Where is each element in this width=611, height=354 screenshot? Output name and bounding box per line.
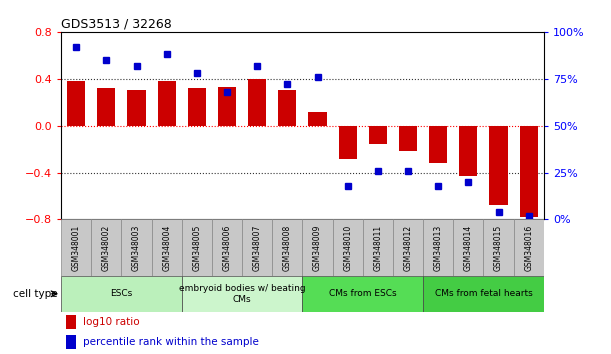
Bar [122, 219, 152, 276]
Bar [128, 91, 145, 126]
Bar [67, 81, 86, 126]
Text: GSM348016: GSM348016 [524, 225, 533, 271]
Text: GSM348006: GSM348006 [222, 224, 232, 271]
Bar [429, 126, 447, 163]
Text: GSM348010: GSM348010 [343, 225, 352, 271]
Bar [212, 219, 242, 276]
Bar [489, 126, 508, 205]
Bar [273, 219, 302, 276]
Text: log10 ratio: log10 ratio [83, 318, 139, 327]
Bar [309, 112, 326, 126]
Bar [459, 126, 477, 176]
Text: GSM348007: GSM348007 [253, 224, 262, 271]
Text: GSM348008: GSM348008 [283, 225, 292, 271]
Bar [453, 219, 483, 276]
Text: GSM348012: GSM348012 [403, 225, 412, 271]
Bar [423, 219, 453, 276]
Bar [248, 79, 266, 126]
Text: GDS3513 / 32268: GDS3513 / 32268 [61, 18, 172, 31]
Text: GSM348002: GSM348002 [102, 225, 111, 271]
Text: GSM348014: GSM348014 [464, 225, 473, 271]
Bar [363, 219, 393, 276]
Bar [182, 276, 302, 312]
Text: GSM348011: GSM348011 [373, 225, 382, 271]
Text: ESCs: ESCs [111, 289, 133, 298]
Bar [61, 219, 91, 276]
Bar [242, 219, 273, 276]
Text: embryoid bodies w/ beating
CMs: embryoid bodies w/ beating CMs [179, 284, 306, 303]
Text: GSM348015: GSM348015 [494, 225, 503, 271]
Text: percentile rank within the sample: percentile rank within the sample [83, 337, 258, 347]
Text: CMs from ESCs: CMs from ESCs [329, 289, 397, 298]
Text: GSM348001: GSM348001 [71, 225, 81, 271]
Bar [423, 276, 544, 312]
Bar [66, 335, 76, 348]
Text: GSM348009: GSM348009 [313, 224, 322, 271]
Text: cell type: cell type [13, 289, 58, 299]
Bar [66, 315, 76, 329]
Text: GSM348004: GSM348004 [162, 224, 171, 271]
Bar [338, 126, 357, 159]
Bar [399, 126, 417, 152]
Bar [91, 219, 122, 276]
Bar [158, 81, 176, 126]
Text: CMs from fetal hearts: CMs from fetal hearts [434, 289, 532, 298]
Bar [152, 219, 182, 276]
Bar [519, 126, 538, 217]
Bar [483, 219, 514, 276]
Text: GSM348003: GSM348003 [132, 224, 141, 271]
Bar [369, 126, 387, 144]
Bar [302, 276, 423, 312]
Text: GSM348013: GSM348013 [434, 225, 443, 271]
Bar [393, 219, 423, 276]
Bar [218, 87, 236, 126]
Bar [279, 91, 296, 126]
Bar [302, 219, 332, 276]
Bar [332, 219, 363, 276]
Bar [188, 88, 206, 126]
Bar [97, 88, 115, 126]
Text: GSM348005: GSM348005 [192, 224, 202, 271]
Bar [61, 276, 182, 312]
Bar [514, 219, 544, 276]
Bar [182, 219, 212, 276]
